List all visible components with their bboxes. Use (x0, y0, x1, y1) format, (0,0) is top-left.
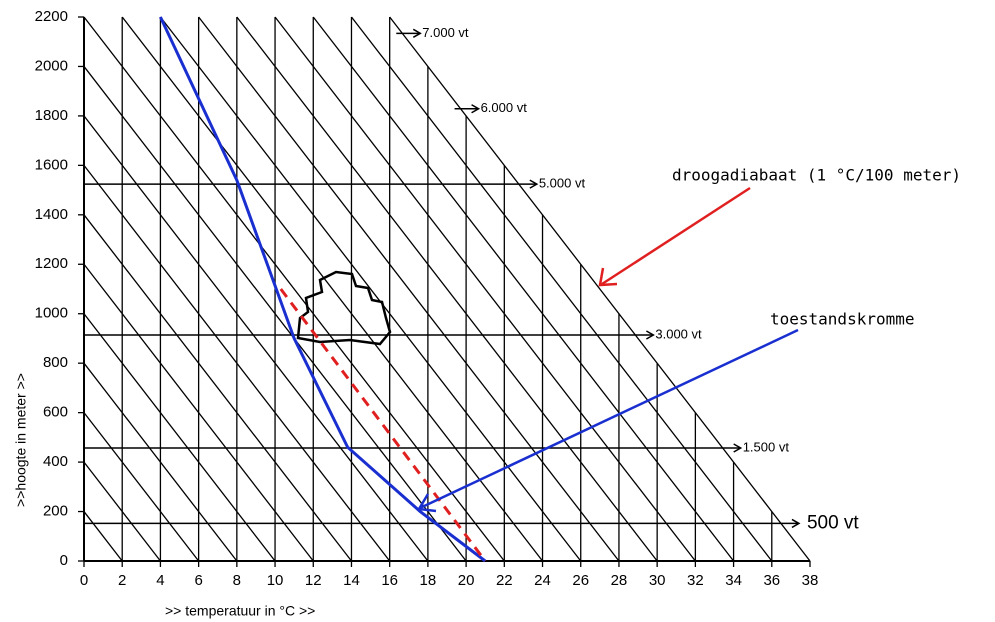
y-tick-label: 2000 (35, 57, 68, 74)
x-tick-label: 12 (305, 572, 322, 589)
dry-adiabat (84, 215, 351, 561)
x-tick-label: 4 (156, 572, 164, 589)
y-tick-label: 1400 (35, 206, 68, 223)
y-tick-label: 400 (43, 453, 68, 470)
level-label: 5.000 vt (539, 176, 586, 191)
x-tick-label: 20 (458, 572, 475, 589)
cloud (298, 272, 390, 344)
dry-adiabat (84, 512, 122, 561)
x-tick-label: 2 (118, 572, 126, 589)
series-line (281, 289, 485, 561)
legend-label: droogadiabaat (1 °C/100 meter) (672, 166, 961, 185)
y-tick-label: 1200 (35, 255, 68, 272)
annotation-arrow (420, 330, 798, 508)
y-tick-label: 1600 (35, 156, 68, 173)
dry-adiabat (84, 413, 199, 561)
y-tick-label: 2200 (35, 8, 68, 25)
x-tick-label: 22 (496, 572, 513, 589)
x-tick-label: 0 (80, 572, 88, 589)
y-tick-label: 600 (43, 404, 68, 421)
y-tick-label: 1000 (35, 305, 68, 322)
dry-adiabat (237, 17, 657, 561)
y-tick-label: 200 (43, 503, 68, 520)
dry-adiabat (275, 17, 695, 561)
x-tick-label: 30 (649, 572, 666, 589)
x-tick-label: 32 (687, 572, 704, 589)
x-tick-label: 36 (763, 572, 780, 589)
x-tick-label: 8 (233, 572, 241, 589)
level-label: 500 vt (807, 512, 859, 533)
series-line (160, 17, 485, 561)
level-label: 7.000 vt (422, 25, 469, 40)
dry-adiabat (390, 17, 810, 561)
x-tick-label: 10 (267, 572, 284, 589)
x-tick-label: 34 (725, 572, 742, 589)
x-tick-label: 28 (611, 572, 628, 589)
y-tick-label: 800 (43, 354, 68, 371)
dry-adiabat (160, 17, 580, 561)
dry-adiabat (84, 17, 504, 561)
y-tick-label: 0 (60, 552, 68, 569)
legend-label: toestandskromme (770, 310, 915, 329)
dry-adiabat (351, 17, 771, 561)
dry-adiabat (313, 17, 733, 561)
x-tick-label: 26 (572, 572, 589, 589)
x-tick-label: 38 (802, 572, 819, 589)
dry-adiabat (199, 17, 619, 561)
x-tick-label: 14 (343, 572, 360, 589)
chart: >> temperatuur in °C >> >>hoogte in mete… (0, 0, 995, 622)
x-axis-label: >> temperatuur in °C >> (165, 603, 315, 619)
level-label: 1.500 vt (743, 439, 790, 454)
level-label: 3.000 vt (655, 326, 702, 341)
level-label: 6.000 vt (481, 100, 528, 115)
x-tick-label: 6 (194, 572, 202, 589)
annotation-arrow (602, 188, 750, 284)
y-axis-label: >>hoogte in meter >> (13, 373, 29, 507)
x-tick-label: 24 (534, 572, 551, 589)
y-tick-label: 1800 (35, 107, 68, 124)
x-tick-label: 18 (420, 572, 437, 589)
dry-adiabat (84, 116, 428, 561)
x-tick-label: 16 (381, 572, 398, 589)
